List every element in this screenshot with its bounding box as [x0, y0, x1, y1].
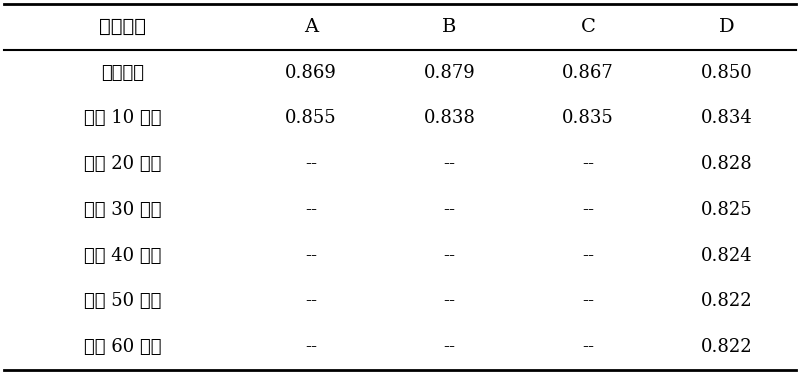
Text: --: -- [582, 155, 594, 173]
Text: 保藏 50 天后: 保藏 50 天后 [84, 292, 162, 310]
Text: 0.838: 0.838 [423, 110, 475, 128]
Text: --: -- [582, 338, 594, 356]
Text: --: -- [305, 338, 317, 356]
Text: --: -- [305, 246, 317, 264]
Text: 0.824: 0.824 [701, 246, 752, 264]
Text: 0.834: 0.834 [701, 110, 753, 128]
Text: 保藏 60 天后: 保藏 60 天后 [84, 338, 162, 356]
Text: 保藏 30 天后: 保藏 30 天后 [84, 201, 162, 219]
Text: D: D [718, 18, 734, 36]
Text: --: -- [443, 292, 455, 310]
Text: 测定日期: 测定日期 [99, 18, 146, 36]
Text: 保藏 20 天后: 保藏 20 天后 [84, 155, 162, 173]
Text: 0.835: 0.835 [562, 110, 614, 128]
Text: 制作当天: 制作当天 [102, 64, 145, 82]
Text: 0.825: 0.825 [701, 201, 752, 219]
Text: --: -- [582, 201, 594, 219]
Text: 0.828: 0.828 [701, 155, 753, 173]
Text: --: -- [443, 155, 455, 173]
Text: 保藏 40 天后: 保藏 40 天后 [84, 246, 162, 264]
Text: --: -- [443, 201, 455, 219]
Text: 0.869: 0.869 [285, 64, 337, 82]
Text: --: -- [305, 292, 317, 310]
Text: --: -- [443, 338, 455, 356]
Text: 保藏 10 天后: 保藏 10 天后 [84, 110, 162, 128]
Text: 0.822: 0.822 [701, 338, 752, 356]
Text: 0.855: 0.855 [285, 110, 337, 128]
Text: --: -- [582, 292, 594, 310]
Text: 0.867: 0.867 [562, 64, 614, 82]
Text: A: A [304, 18, 318, 36]
Text: B: B [442, 18, 457, 36]
Text: 0.822: 0.822 [701, 292, 752, 310]
Text: C: C [581, 18, 595, 36]
Text: 0.879: 0.879 [424, 64, 475, 82]
Text: --: -- [305, 155, 317, 173]
Text: 0.850: 0.850 [701, 64, 753, 82]
Text: --: -- [443, 246, 455, 264]
Text: --: -- [582, 246, 594, 264]
Text: --: -- [305, 201, 317, 219]
